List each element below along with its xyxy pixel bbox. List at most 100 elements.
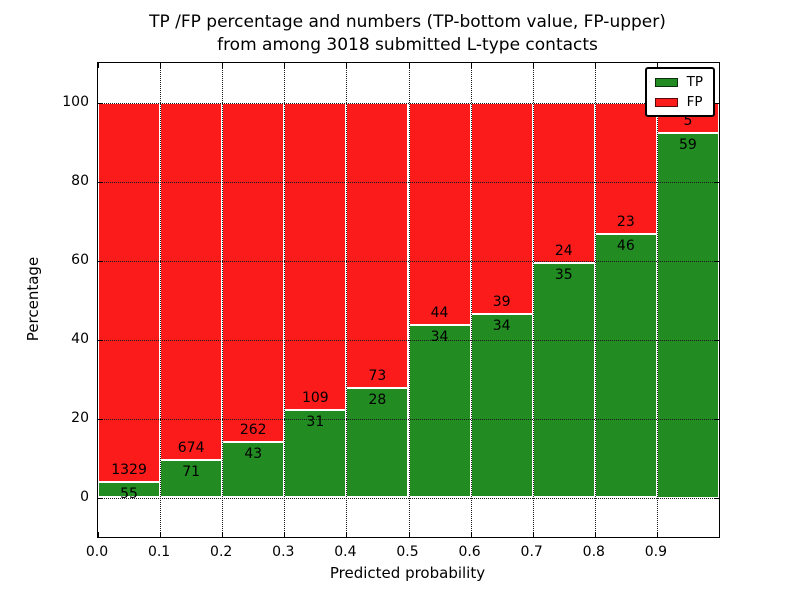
fp-bar — [470, 102, 533, 314]
fp-count-label: 674 — [177, 439, 205, 456]
y-tick-mark — [98, 102, 103, 104]
tp-swatch-icon — [654, 77, 678, 87]
y-tick-mark — [714, 181, 719, 183]
fp-bar — [98, 102, 161, 482]
y-tick-label: 80 — [71, 172, 89, 189]
tp-count-label: 31 — [306, 414, 325, 431]
legend-label-fp: FP — [686, 94, 703, 110]
fp-bar — [532, 102, 595, 264]
tp-bar — [222, 441, 285, 498]
plot-area: TP FP 1329 55 674 71 262 43 109 31 73 28 44 34 39 34 2… — [97, 62, 720, 538]
x-tick-mark — [98, 532, 99, 537]
tp-count-label: 71 — [182, 463, 201, 480]
x-tick-label: 0.1 — [147, 544, 171, 560]
v-gridline — [346, 63, 348, 537]
chart-title-line1: TP /FP percentage and numbers (TP-bottom… — [149, 12, 666, 32]
x-tick-label: 0.5 — [396, 544, 419, 560]
y-tick-label: 40 — [71, 330, 89, 347]
y-tick-label: 60 — [71, 251, 89, 268]
tp-count-label: 34 — [492, 317, 511, 334]
tp-bar — [470, 313, 533, 498]
v-gridline — [470, 63, 472, 537]
y-tick-mark — [714, 497, 719, 499]
fp-count-label: 44 — [430, 305, 449, 322]
x-tick-mark — [532, 63, 534, 68]
x-tick-mark — [594, 532, 596, 537]
x-tick-mark — [284, 63, 286, 68]
fp-count-label: 5 — [683, 113, 693, 130]
tp-count-label: 46 — [616, 238, 635, 255]
x-tick-mark — [470, 532, 472, 537]
y-tick-label: 0 — [80, 488, 89, 505]
tp-bar — [284, 410, 347, 498]
tp-bar — [594, 234, 657, 498]
x-tick-mark — [160, 63, 162, 68]
x-tick-mark — [98, 63, 99, 68]
tp-bar — [532, 263, 595, 498]
chart-title: TP /FP percentage and numbers (TP-bottom… — [97, 11, 718, 57]
x-tick-mark — [594, 63, 596, 68]
fp-bar — [160, 102, 223, 460]
x-tick-label: 0.7 — [520, 544, 543, 560]
x-tick-mark — [656, 532, 658, 537]
y-tick-label: 100 — [62, 93, 89, 110]
legend-label-tp: TP — [686, 74, 703, 90]
y-axis-label: Percentage — [24, 256, 42, 342]
fp-bar — [346, 102, 409, 388]
y-tick-mark — [98, 339, 103, 341]
tp-count-label: 35 — [554, 267, 573, 284]
tp-bar — [160, 459, 223, 498]
x-tick-mark — [222, 63, 224, 68]
x-tick-label: 0.0 — [85, 544, 109, 560]
x-tick-mark — [284, 532, 286, 537]
tp-count-label: 28 — [368, 391, 387, 408]
legend-item-fp: FP — [654, 94, 703, 110]
y-tick-mark — [714, 339, 719, 341]
x-tick-label: 0.6 — [458, 544, 481, 560]
x-tick-mark — [160, 532, 162, 537]
y-tick-label: 20 — [71, 409, 89, 426]
fp-swatch-icon — [654, 97, 678, 107]
y-tick-mark — [714, 102, 719, 104]
chart-title-line2: from among 3018 submitted L-type contact… — [217, 35, 598, 55]
y-tick-mark — [98, 497, 103, 499]
fp-count-label: 1329 — [111, 461, 147, 478]
v-gridline — [656, 63, 658, 537]
fp-count-label: 24 — [554, 243, 573, 260]
tp-bar — [656, 133, 719, 498]
x-tick-label: 0.8 — [582, 544, 605, 560]
x-tick-mark — [656, 63, 658, 68]
v-gridline — [284, 63, 286, 537]
y-tick-mark — [714, 418, 719, 420]
tp-bar — [408, 325, 471, 498]
x-tick-mark — [222, 532, 224, 537]
v-gridline — [532, 63, 534, 537]
fp-count-label: 73 — [368, 367, 387, 384]
fp-count-label: 39 — [492, 293, 511, 310]
x-tick-mark — [470, 63, 472, 68]
v-gridline — [160, 63, 162, 537]
tp-bar — [98, 481, 161, 498]
y-tick-mark — [98, 418, 103, 420]
y-tick-mark — [714, 260, 719, 262]
y-tick-mark — [98, 181, 103, 183]
fp-count-label: 262 — [239, 421, 267, 438]
v-gridline — [222, 63, 224, 537]
fp-bar — [284, 102, 347, 411]
x-tick-label: 0.9 — [644, 544, 668, 560]
v-gridline — [594, 63, 596, 537]
x-tick-mark — [408, 63, 410, 68]
tp-count-label: 59 — [679, 137, 697, 154]
legend-item-tp: TP — [654, 74, 703, 90]
v-gridline — [408, 63, 410, 537]
fp-bar — [408, 102, 471, 326]
x-tick-mark — [346, 532, 348, 537]
tp-count-label: 34 — [430, 329, 449, 346]
fp-bar — [222, 102, 285, 442]
x-axis-label: Predicted probability — [329, 564, 486, 582]
x-tick-mark — [408, 532, 410, 537]
x-tick-mark — [346, 63, 348, 68]
fp-count-label: 23 — [616, 214, 635, 231]
tp-count-label: 43 — [244, 445, 263, 462]
